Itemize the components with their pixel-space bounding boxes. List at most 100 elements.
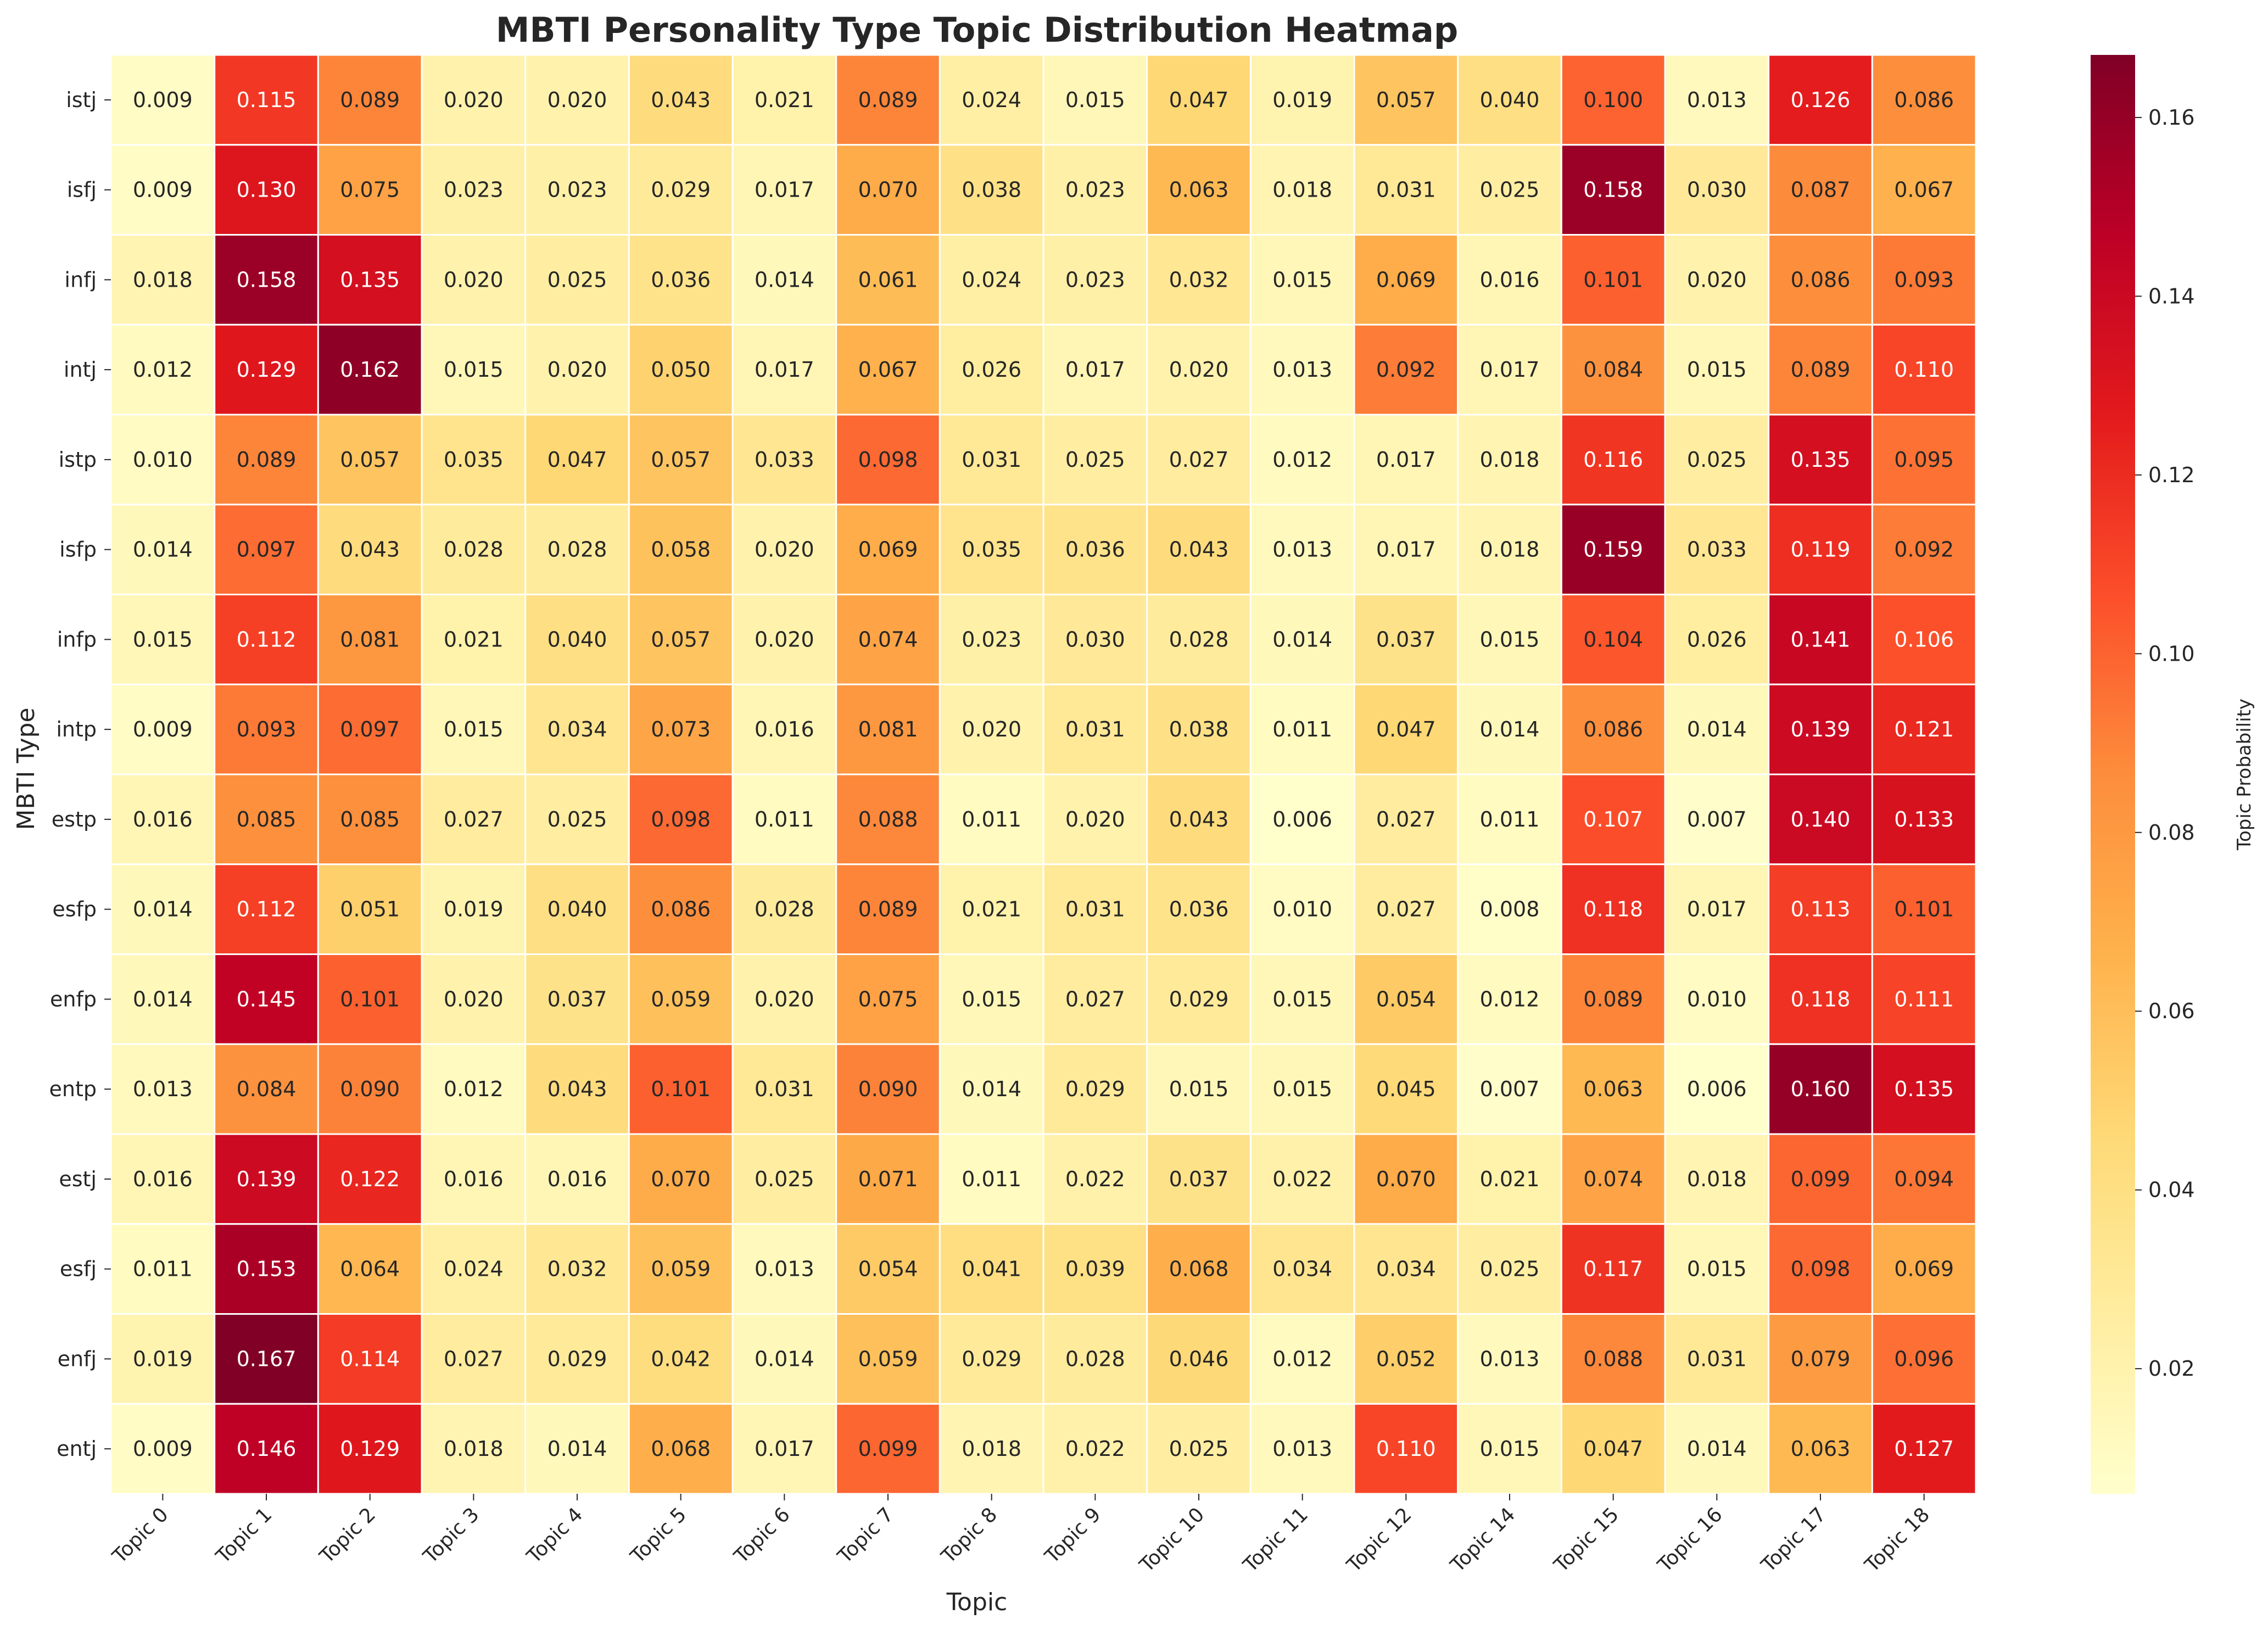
heatmap-cell — [731, 234, 837, 326]
heatmap-cell — [628, 414, 734, 506]
cell-value-label: 0.059 — [651, 1257, 711, 1281]
heatmap-cell — [1560, 594, 1666, 685]
heatmap-cell — [835, 504, 941, 595]
y-tick-label: estj — [59, 1167, 97, 1191]
heatmap-cell — [628, 683, 734, 775]
heatmap-cell — [1768, 504, 1873, 595]
heatmap-cell — [317, 414, 423, 506]
heatmap-cell — [1457, 1313, 1562, 1405]
heatmap-cell — [1664, 1223, 1770, 1315]
cell-value-label: 0.110 — [1894, 358, 1954, 382]
heatmap-cell — [1042, 323, 1148, 416]
cell-value-label: 0.027 — [1376, 897, 1436, 922]
heatmap-cell — [731, 1313, 837, 1405]
cell-value-label: 0.021 — [1480, 1167, 1540, 1191]
cell-value-label: 0.014 — [1687, 1437, 1747, 1461]
cell-value-label: 0.038 — [962, 178, 1021, 202]
cell-value-label: 0.036 — [1169, 897, 1229, 922]
heatmap-cell — [1457, 504, 1562, 595]
cell-value-labels: 0.009 0.115 0.089 0.020 0.020 0.043 0.021 0.089… — [133, 88, 1954, 1461]
heatmap-cell — [1768, 54, 1873, 146]
heatmap-cell — [1871, 414, 1977, 506]
heatmap-cell — [317, 773, 423, 866]
cell-value-label: 0.011 — [133, 1257, 193, 1281]
cell-value-label: 0.117 — [1583, 1257, 1643, 1281]
cell-value-label: 0.021 — [962, 897, 1021, 922]
heatmap-cell — [110, 323, 216, 416]
heatmap-cell — [835, 1043, 941, 1135]
cell-value-label: 0.029 — [651, 178, 711, 202]
cell-value-label: 0.099 — [1791, 1167, 1851, 1191]
cell-value-label: 0.013 — [1480, 1347, 1540, 1371]
cell-value-label: 0.017 — [1065, 358, 1125, 382]
cell-value-label: 0.025 — [1687, 448, 1747, 472]
cell-value-label: 0.028 — [548, 538, 607, 562]
cell-value-label: 0.073 — [651, 717, 711, 741]
cell-value-label: 0.031 — [1065, 717, 1125, 741]
cell-value-label: 0.016 — [548, 1167, 607, 1191]
cell-value-label: 0.017 — [1687, 897, 1747, 922]
heatmap-cell — [1871, 1043, 1977, 1135]
cell-value-label: 0.006 — [1272, 807, 1332, 831]
cell-value-label: 0.013 — [1687, 88, 1747, 112]
cell-value-label: 0.057 — [340, 448, 400, 472]
heatmap-cell — [1768, 414, 1873, 506]
cell-value-label: 0.013 — [1272, 538, 1332, 562]
heatmap-cell — [1871, 1223, 1977, 1315]
cell-value-label: 0.023 — [548, 178, 607, 202]
heatmap-cell — [1353, 144, 1459, 236]
heatmap-cell — [1871, 683, 1977, 775]
heatmap-cell — [1249, 1313, 1355, 1405]
cell-value-label: 0.086 — [1791, 267, 1851, 292]
cell-value-label: 0.014 — [755, 1347, 814, 1371]
cell-value-label: 0.050 — [651, 358, 711, 382]
cell-value-label: 0.043 — [1169, 807, 1229, 831]
cell-value-label: 0.011 — [1272, 717, 1332, 741]
heatmap-cell — [524, 144, 630, 236]
cell-value-label: 0.017 — [1376, 448, 1436, 472]
heatmap-cell — [1457, 234, 1562, 326]
cell-value-label: 0.118 — [1791, 987, 1851, 1011]
cell-value-label: 0.063 — [1583, 1077, 1643, 1101]
cell-value-label: 0.113 — [1791, 897, 1851, 922]
heatmap-cell — [628, 1133, 734, 1225]
cell-value-label: 0.068 — [1169, 1257, 1229, 1281]
heatmap-cell — [1560, 323, 1666, 416]
heatmap-cell — [524, 1403, 630, 1495]
cell-value-label: 0.022 — [1272, 1167, 1332, 1191]
heatmap-cell — [1353, 1223, 1459, 1315]
cell-value-label: 0.013 — [755, 1257, 814, 1281]
cell-value-label: 0.031 — [1687, 1347, 1747, 1371]
heatmap-cell — [835, 594, 941, 685]
heatmap-cell — [524, 1313, 630, 1405]
cell-value-label: 0.014 — [755, 267, 814, 292]
cell-value-label: 0.022 — [1065, 1437, 1125, 1461]
cell-value-label: 0.017 — [1376, 538, 1436, 562]
cell-value-label: 0.130 — [237, 178, 297, 202]
cell-value-label: 0.133 — [1894, 807, 1954, 831]
cell-value-label: 0.088 — [858, 807, 918, 831]
cell-value-label: 0.019 — [133, 1347, 193, 1371]
cell-value-label: 0.019 — [1272, 88, 1332, 112]
heatmap-cell — [317, 234, 423, 326]
cell-value-label: 0.031 — [755, 1077, 814, 1101]
y-axis-label: MBTI Type — [12, 707, 40, 830]
cell-value-label: 0.025 — [1065, 448, 1125, 472]
cell-value-label: 0.085 — [340, 807, 400, 831]
heatmap-cell — [524, 683, 630, 775]
heatmap-cell — [1560, 1223, 1666, 1315]
cell-value-label: 0.034 — [548, 717, 607, 741]
heatmap-cell — [1249, 1403, 1355, 1495]
heatmap-cell — [835, 953, 941, 1045]
cell-value-label: 0.011 — [962, 1167, 1021, 1191]
cell-value-label: 0.043 — [1169, 538, 1229, 562]
cell-value-label: 0.135 — [1791, 448, 1851, 472]
heatmap-cell — [1249, 1223, 1355, 1315]
cell-value-label: 0.029 — [548, 1347, 607, 1371]
heatmap-cell — [214, 414, 319, 506]
cell-value-label: 0.074 — [1583, 1167, 1643, 1191]
cell-value-label: 0.112 — [237, 897, 297, 922]
heatmap-cell — [421, 1133, 527, 1225]
cell-value-label: 0.167 — [237, 1347, 297, 1371]
heatmap-cell — [628, 863, 734, 955]
